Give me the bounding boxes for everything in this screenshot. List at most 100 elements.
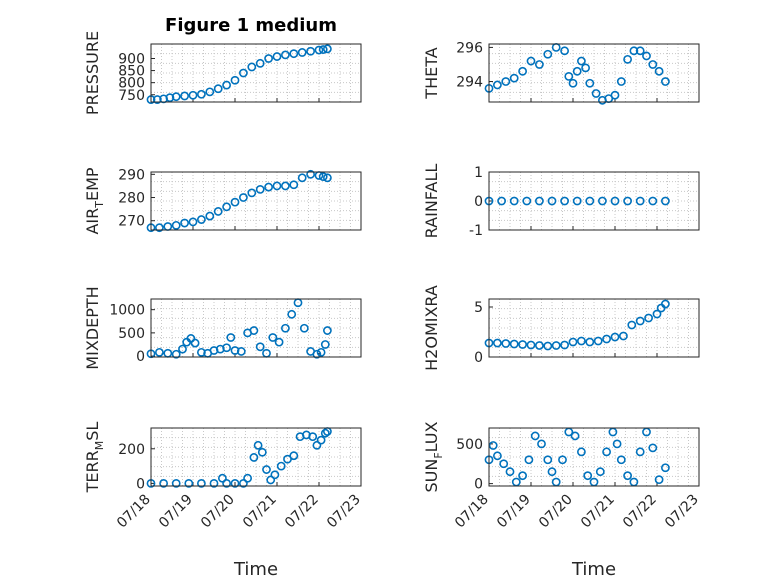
subplot-7: 0 200 07/18 07/19 07/20 07/21 07/22 07/23 Time TE… bbox=[83, 422, 364, 580]
data-point bbox=[196, 89, 206, 99]
data-point bbox=[171, 349, 181, 359]
data-point bbox=[268, 333, 278, 342]
data-point bbox=[238, 68, 248, 78]
x-tick-label: 07/23 bbox=[662, 492, 702, 532]
x-axis-label: Time bbox=[233, 559, 278, 580]
x-tick-label: 07/19 bbox=[494, 492, 534, 532]
y-tick-label: 5 bbox=[474, 300, 483, 316]
data-point bbox=[492, 80, 502, 90]
data-point bbox=[627, 320, 637, 330]
data-point bbox=[299, 323, 309, 333]
data-point bbox=[591, 89, 601, 98]
data-point bbox=[264, 54, 273, 63]
data-point bbox=[226, 333, 236, 342]
data-point bbox=[289, 180, 299, 190]
data-point bbox=[635, 316, 645, 326]
x-tick-label: 07/21 bbox=[578, 492, 618, 532]
data-point bbox=[648, 60, 658, 69]
data-point bbox=[257, 447, 267, 457]
y-tick-label: 750 bbox=[118, 88, 145, 104]
data-point bbox=[222, 202, 231, 212]
data-point bbox=[492, 338, 502, 348]
data-point bbox=[270, 470, 280, 480]
data-point bbox=[287, 309, 297, 319]
data-point bbox=[635, 447, 645, 457]
data-point bbox=[312, 349, 322, 359]
axes-frame bbox=[150, 427, 362, 487]
data-point bbox=[623, 196, 632, 206]
y-tick-label: 280 bbox=[118, 191, 145, 207]
y-tick-label: 200 bbox=[118, 442, 145, 458]
data-point bbox=[526, 340, 536, 350]
data-point bbox=[230, 479, 240, 488]
data-point bbox=[306, 46, 315, 56]
data-point bbox=[547, 196, 557, 206]
y-tick-label: 0 bbox=[474, 194, 483, 210]
x-tick-label: 07/19 bbox=[156, 492, 196, 532]
data-point bbox=[585, 78, 595, 88]
data-point bbox=[577, 447, 586, 457]
data-point bbox=[654, 66, 664, 76]
data-point bbox=[560, 46, 569, 56]
data-point bbox=[171, 92, 181, 102]
data-point bbox=[247, 62, 257, 72]
data-point bbox=[537, 439, 546, 449]
data-point bbox=[526, 56, 536, 66]
data-point bbox=[196, 215, 206, 224]
data-point bbox=[543, 341, 553, 351]
data-point bbox=[318, 172, 328, 182]
x-tick-label: 07/23 bbox=[324, 492, 364, 532]
data-point bbox=[322, 173, 332, 183]
data-point bbox=[616, 455, 626, 465]
data-point bbox=[558, 455, 567, 465]
data-point bbox=[509, 73, 519, 83]
x-tick-label: 07/18 bbox=[114, 492, 154, 532]
data-point bbox=[610, 196, 620, 206]
data-point bbox=[171, 220, 181, 230]
data-point bbox=[274, 337, 284, 347]
y-tick-label: 500 bbox=[118, 326, 145, 342]
data-point bbox=[320, 428, 330, 438]
data-point bbox=[530, 431, 540, 441]
data-point bbox=[568, 337, 578, 347]
data-point bbox=[577, 336, 586, 346]
data-point bbox=[593, 336, 603, 346]
data-point bbox=[560, 196, 569, 206]
axes-frame bbox=[150, 171, 362, 231]
y-axis-label: PRESSURE bbox=[83, 31, 102, 115]
data-point bbox=[619, 331, 628, 341]
data-point bbox=[661, 77, 670, 86]
x-tick-label: 07/20 bbox=[536, 492, 576, 532]
data-point bbox=[661, 299, 670, 309]
subplot-8: 0 500 07/18 07/19 07/20 07/21 07/22 07/23 Time SU… bbox=[422, 421, 702, 580]
y-tick-label: 0 bbox=[136, 476, 145, 492]
y-tick-label: 800 bbox=[118, 76, 145, 92]
axes-frame bbox=[488, 298, 700, 358]
y-axis-label: AIRTEMP bbox=[83, 167, 106, 234]
data-point bbox=[518, 340, 527, 349]
y-axis-label: SUNFLUX bbox=[422, 421, 445, 492]
data-point bbox=[322, 44, 332, 54]
x-tick-label: 07/21 bbox=[240, 492, 280, 532]
data-point bbox=[230, 75, 240, 85]
data-point bbox=[276, 461, 286, 471]
data-point bbox=[642, 51, 651, 61]
data-point bbox=[238, 479, 248, 488]
data-point bbox=[222, 80, 231, 90]
data-point bbox=[568, 78, 578, 88]
data-point bbox=[518, 66, 527, 76]
data-point bbox=[509, 196, 519, 206]
data-point bbox=[314, 45, 324, 55]
data-point bbox=[238, 193, 248, 202]
data-point bbox=[180, 218, 189, 228]
data-point bbox=[236, 347, 246, 356]
data-point bbox=[306, 169, 315, 179]
data-point bbox=[560, 340, 569, 350]
y-tick-label: 1 bbox=[474, 165, 483, 181]
x-tick-label: 07/20 bbox=[198, 492, 238, 532]
data-point bbox=[205, 87, 215, 97]
y-tick-label: 270 bbox=[118, 214, 145, 230]
y-tick-label: -1 bbox=[469, 223, 483, 239]
